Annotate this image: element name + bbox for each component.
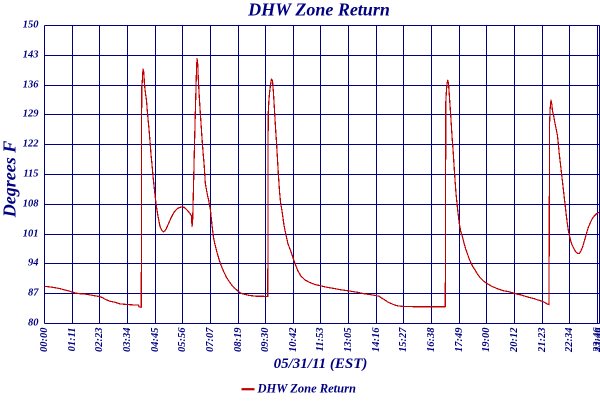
svg-text:87: 87: [28, 288, 39, 299]
svg-text:01:11: 01:11: [67, 328, 78, 352]
svg-text:23:46: 23:46: [592, 327, 600, 353]
svg-text:20:12: 20:12: [509, 327, 520, 353]
svg-text:11:53: 11:53: [315, 328, 326, 352]
svg-text:129: 129: [23, 109, 40, 120]
svg-text:101: 101: [23, 229, 39, 240]
svg-text:150: 150: [23, 20, 40, 31]
svg-text:DHW Zone Return: DHW Zone Return: [247, 0, 390, 20]
svg-text:19:00: 19:00: [481, 327, 492, 352]
svg-text:DHW Zone Return: DHW Zone Return: [257, 382, 356, 396]
svg-text:136: 136: [23, 80, 40, 91]
svg-text:Degrees F: Degrees F: [0, 141, 20, 218]
svg-text:05/31/11 (EST): 05/31/11 (EST): [274, 356, 368, 372]
svg-text:115: 115: [23, 169, 38, 180]
svg-text:23:46: 23:46: [594, 327, 600, 353]
svg-text:13:05: 13:05: [343, 328, 354, 353]
svg-text:22:34: 22:34: [564, 328, 575, 354]
svg-text:04:45: 04:45: [150, 328, 161, 353]
svg-text:80: 80: [28, 318, 39, 329]
svg-text:03:34: 03:34: [122, 328, 133, 353]
svg-text:15:27: 15:27: [398, 327, 409, 352]
svg-text:16:38: 16:38: [426, 327, 437, 352]
svg-text:08:19: 08:19: [233, 327, 244, 352]
svg-text:17:49: 17:49: [454, 327, 465, 352]
svg-text:10:42: 10:42: [288, 327, 299, 352]
svg-text:143: 143: [23, 50, 39, 61]
svg-text:122: 122: [23, 139, 40, 150]
svg-text:94: 94: [28, 258, 39, 269]
svg-text:05:56: 05:56: [177, 327, 188, 352]
svg-text:09:30: 09:30: [260, 327, 271, 352]
svg-text:07:07: 07:07: [205, 327, 216, 352]
svg-text:108: 108: [23, 199, 40, 210]
svg-text:21:23: 21:23: [537, 328, 548, 354]
svg-text:14:16: 14:16: [371, 327, 382, 352]
svg-text:00:00: 00:00: [39, 327, 50, 352]
svg-text:02:23: 02:23: [94, 328, 105, 353]
